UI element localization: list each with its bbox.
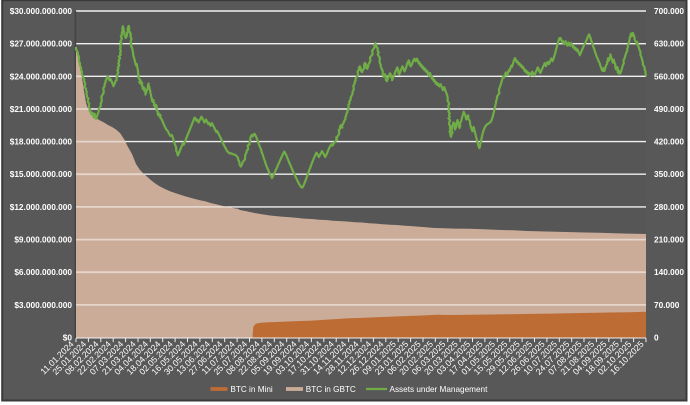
svg-text:$18.000.000.000: $18.000.000.000	[10, 137, 73, 147]
svg-text:$21.000.000.000: $21.000.000.000	[10, 104, 73, 114]
svg-text:$24.000.000.000: $24.000.000.000	[10, 71, 73, 81]
svg-text:70.000: 70.000	[654, 300, 680, 310]
svg-text:$3.000.000.000: $3.000.000.000	[14, 300, 72, 310]
svg-text:280.000: 280.000	[654, 202, 684, 212]
svg-text:$6.000.000.000: $6.000.000.000	[14, 267, 72, 277]
svg-text:BTC in GBTC: BTC in GBTC	[306, 385, 356, 394]
svg-text:420.000: 420.000	[654, 137, 684, 147]
svg-text:350.000: 350.000	[654, 169, 684, 179]
svg-text:0: 0	[654, 333, 659, 343]
svg-text:$30.000.000.000: $30.000.000.000	[10, 6, 73, 16]
svg-text:Assets under Management: Assets under Management	[390, 385, 489, 394]
svg-text:140.000: 140.000	[654, 267, 684, 277]
svg-text:560.000: 560.000	[654, 71, 684, 81]
svg-text:490.000: 490.000	[654, 104, 684, 114]
svg-text:630.000: 630.000	[654, 39, 684, 49]
svg-text:$9.000.000.000: $9.000.000.000	[14, 235, 72, 245]
svg-text:700.000: 700.000	[654, 6, 684, 16]
svg-text:$27.000.000.000: $27.000.000.000	[10, 39, 73, 49]
svg-text:210.000: 210.000	[654, 235, 684, 245]
svg-text:$0: $0	[63, 333, 73, 343]
svg-text:BTC in Mini: BTC in Mini	[230, 385, 272, 394]
svg-text:$12.000.000.000: $12.000.000.000	[10, 202, 73, 212]
svg-text:$15.000.000.000: $15.000.000.000	[10, 169, 73, 179]
